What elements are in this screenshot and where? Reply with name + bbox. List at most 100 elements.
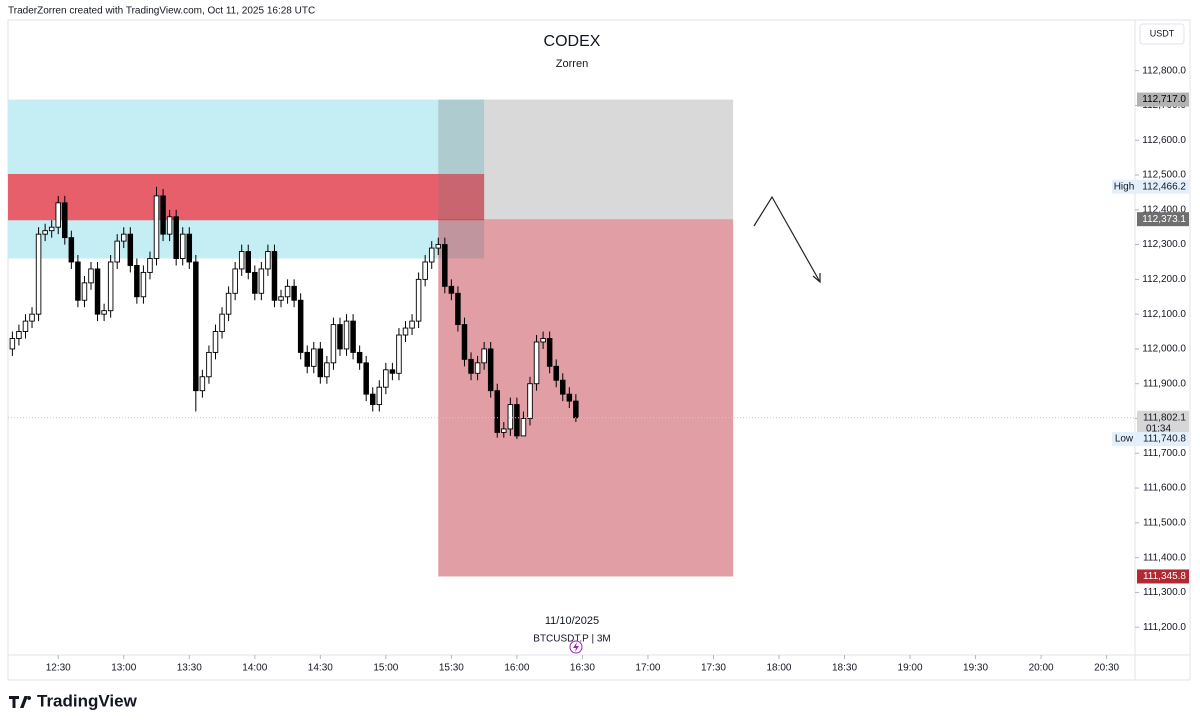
candle-body [114,240,120,263]
plot: 111,200.0 111,300.0 111,400.0 111,500.0 111,… [8,65,1186,674]
y-tick-label: 112,100.0 [1142,309,1186,320]
countdown: 01:34 [1146,423,1171,434]
candle-body [474,362,481,374]
candle-body [343,320,350,350]
candle-body [88,268,94,284]
date-label: 11/10/2025 [545,615,599,627]
candle-body [212,331,219,353]
candle-body [81,282,88,301]
candle-body [238,251,245,270]
x-tick-label: 15:00 [373,663,398,674]
tag-box [1112,179,1137,194]
candle-body [311,348,317,367]
y-tick-label: 112,200.0 [1142,274,1186,285]
candle-body [560,379,566,395]
tag-label: Low [1115,434,1134,445]
x-tick-label: 17:30 [701,663,726,674]
candle-body [9,338,16,350]
candle-body [29,313,35,322]
price-label-box [1137,569,1189,584]
candle-body [173,216,179,259]
candle-body [481,348,487,364]
candle-body [383,369,389,388]
attribution: TraderZorren created with TradingView.co… [8,6,315,17]
candle-body [540,338,546,343]
candle-body [363,362,369,395]
candle-body [62,202,68,239]
candle-body [252,271,258,294]
x-tick-label: 18:30 [832,663,857,674]
x-tick-label: 13:00 [111,663,136,674]
currency: USDT [1150,28,1175,38]
candle-body [501,428,507,433]
brand-logo [9,696,32,708]
tag-box [1112,432,1137,447]
candle-body [330,324,337,364]
x-tick-label: 16:00 [504,663,529,674]
candle-body [514,404,520,437]
x-tick-label: 13:30 [177,663,202,674]
candle-body [461,324,468,360]
candle-body [376,386,383,406]
y-tick-label: 112,500.0 [1142,170,1186,181]
y-tick-label: 111,900.0 [1143,378,1186,389]
candle-body [337,324,343,350]
price-label: 112,373.1 [1142,214,1186,225]
candle-body [527,383,533,419]
candle-body [271,251,278,301]
price-label: 111,802.1 [1143,412,1186,423]
candle-body [127,233,134,266]
candle-body [455,292,461,326]
y-tick-label: 112,400.0 [1142,204,1186,215]
x-tick-label: 19:00 [898,663,923,674]
candle-body [422,261,428,280]
candle-body [435,244,442,249]
candle-body [48,226,55,232]
currency-button[interactable] [1139,23,1185,45]
candle-body [160,195,166,235]
candle-body [324,362,330,378]
x-tick-label: 20:00 [1029,663,1054,674]
tag-label: High [1114,181,1135,192]
candle-body [494,390,500,433]
x-tick-label: 16:30 [570,663,595,674]
candle-body [369,393,376,406]
y-tick-label: 111,600.0 [1143,483,1186,494]
candle-body [284,285,291,298]
symbol-label: BTCUSDT.P | 3M [533,634,610,645]
candle-body [468,358,474,374]
price-label: 111,345.8 [1143,571,1186,582]
candle-body [186,233,193,263]
x-tick-label: 18:00 [766,663,791,674]
candle-body [573,400,579,419]
frame [7,19,1191,681]
price-label-box [1137,432,1189,447]
candle-body [55,202,61,228]
candle-body [409,320,415,329]
y-tick-label: 111,400.0 [1143,552,1186,563]
candle-body [402,327,409,336]
candle-body [546,338,553,367]
candle-body [297,299,304,353]
y-tick-label: 112,000.0 [1142,344,1186,355]
candle-body [448,285,455,294]
candle-body [219,313,225,332]
candle-body [121,233,127,242]
y-tick-label: 112,300.0 [1142,239,1186,250]
candle-body [507,404,514,430]
y-tick-label: 112,800.0 [1142,65,1186,76]
candle-body [350,320,356,353]
price-label: 112,717.0 [1142,94,1186,105]
candle-body [389,369,396,374]
price-label-box [1137,212,1189,227]
candle-body [304,351,310,367]
candle-body [206,351,212,378]
candle-body [134,265,140,298]
candle-body [258,268,265,294]
arrow-head [812,273,821,284]
candle-body [396,334,402,374]
x-tick-label: 14:00 [242,663,267,674]
candle-body [153,195,160,259]
price-label: 111,740.8 [1143,434,1186,445]
